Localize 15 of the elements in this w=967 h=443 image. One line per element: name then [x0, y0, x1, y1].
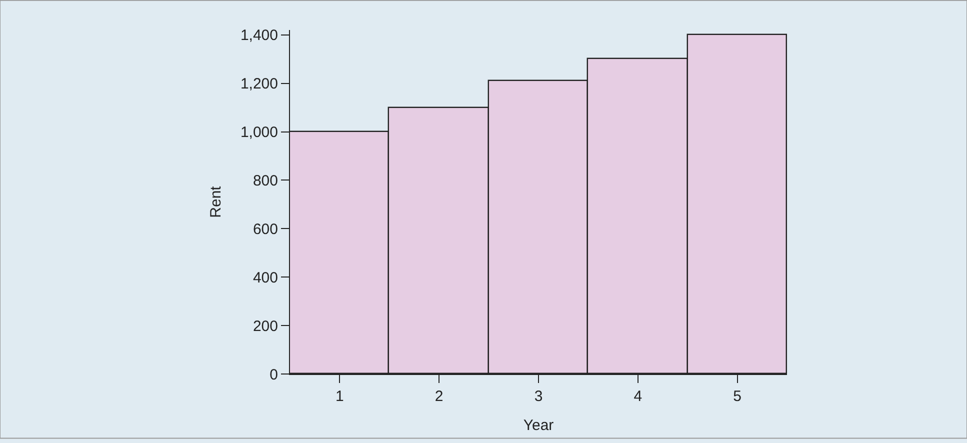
- y-tick-label: 400: [252, 269, 278, 286]
- x-tick-label: 2: [434, 388, 444, 405]
- y-tick-label: 1,200: [240, 76, 278, 93]
- x-tick-label: 1: [336, 388, 344, 405]
- x-tick-label: 4: [634, 388, 642, 405]
- y-tick-label: 600: [252, 220, 278, 238]
- y-tick-label: 1,400: [240, 27, 278, 44]
- y-tick-label: 800: [252, 172, 278, 190]
- x-tick-label: 3: [534, 388, 543, 405]
- y-tick-label: 1,000: [240, 124, 278, 141]
- y-axis-title: Rent: [208, 185, 225, 218]
- x-tick-label: 5: [733, 388, 742, 405]
- x-axis-title: Year: [523, 417, 554, 434]
- y-tick-label: 0: [270, 366, 278, 384]
- y-tick-label: 200: [252, 318, 278, 335]
